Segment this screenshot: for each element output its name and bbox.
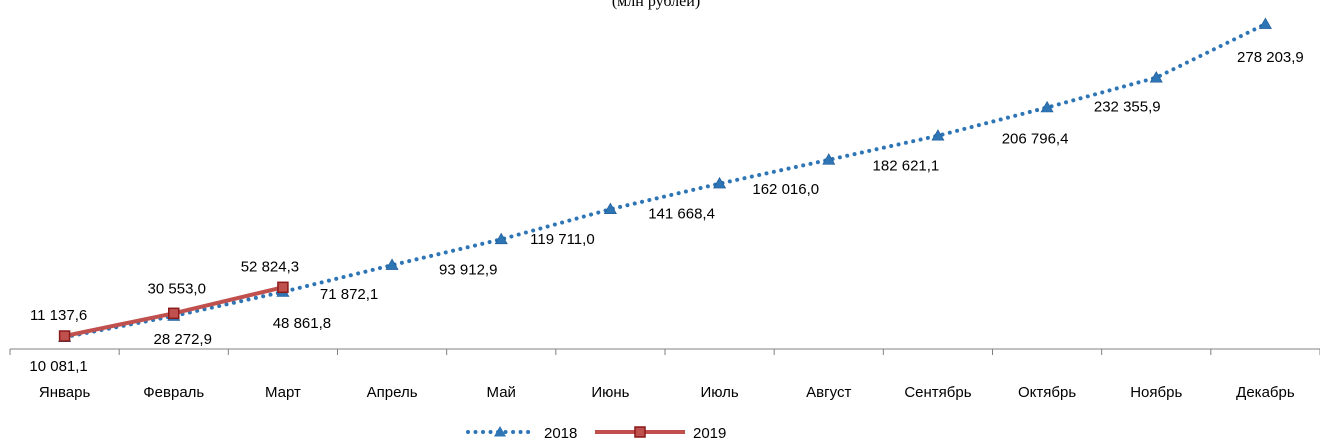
chart-subtitle: (млн рублей) xyxy=(612,0,700,10)
data-label-2018: 93 912,9 xyxy=(439,261,497,278)
data-label-2019: 30 553,0 xyxy=(148,280,206,297)
data-label-2018: 182 621,1 xyxy=(873,158,940,175)
data-label-2018: 162 016,0 xyxy=(752,181,819,198)
data-label-2018: 206 796,4 xyxy=(1002,130,1069,147)
legend-label: 2019 xyxy=(693,425,726,441)
legend-item-2018: 2018 xyxy=(466,425,577,441)
x-tick-label: Апрель xyxy=(367,384,418,401)
series-lines xyxy=(62,22,1268,340)
x-tick-label: Июнь xyxy=(591,384,629,401)
data-labels: 10 081,1 28 272,9 48 861,8 71 872,1 93 912,9… xyxy=(29,49,1303,375)
marker-2018 xyxy=(822,153,836,165)
x-tick-label: Март xyxy=(265,384,301,401)
marker-2018 xyxy=(1149,71,1163,83)
x-tick-label: Декабрь xyxy=(1236,384,1295,401)
x-tick-label: Июль xyxy=(700,384,738,401)
legend-label: 2018 xyxy=(544,425,577,441)
x-tick-label: Февраль xyxy=(143,384,204,401)
marker-2018 xyxy=(1040,100,1054,113)
marker-2018 xyxy=(385,258,399,270)
data-label-2018: 232 355,9 xyxy=(1094,99,1161,116)
legend: 2018 2019 xyxy=(466,425,726,441)
marker-2018 xyxy=(931,129,945,141)
legend-marker xyxy=(634,426,646,438)
marker-2018 xyxy=(494,232,508,245)
x-tick-label: Январь xyxy=(39,384,91,401)
marker-2018 xyxy=(1258,17,1272,29)
data-label-2018: 48 861,8 xyxy=(273,315,331,332)
data-label-2018: 71 872,1 xyxy=(320,286,378,303)
data-label-2018: 28 272,9 xyxy=(154,331,212,348)
x-tick-label: Сентябрь xyxy=(904,384,971,401)
data-label-2018: 10 081,1 xyxy=(29,358,87,375)
legend-marker xyxy=(494,426,506,437)
x-tick-label: Ноябрь xyxy=(1130,384,1182,401)
series-markers xyxy=(58,17,1272,343)
marker-2018 xyxy=(603,202,617,214)
x-axis-tick-labels: Январь Февраль Март Апрель Май Июнь Июль Август… xyxy=(39,384,1295,401)
marker-2019 xyxy=(168,307,180,320)
x-tick-label: Май xyxy=(487,384,516,401)
marker-2019 xyxy=(277,281,289,294)
legend-item-2019: 2019 xyxy=(595,425,726,441)
x-tick-label: Август xyxy=(806,384,851,401)
series-line-2018 xyxy=(62,22,1268,340)
marker-2019 xyxy=(58,330,71,342)
data-label-2018: 141 668,4 xyxy=(648,206,715,223)
data-label-2019: 11 137,6 xyxy=(30,307,87,324)
x-axis-ticks xyxy=(9,349,1320,355)
marker-2018 xyxy=(713,176,727,189)
data-label-2018: 119 711,0 xyxy=(530,231,595,248)
data-label-2019: 52 824,3 xyxy=(241,258,299,275)
data-label-2018: 278 203,9 xyxy=(1237,49,1304,66)
x-tick-label: Октябрь xyxy=(1018,384,1076,401)
